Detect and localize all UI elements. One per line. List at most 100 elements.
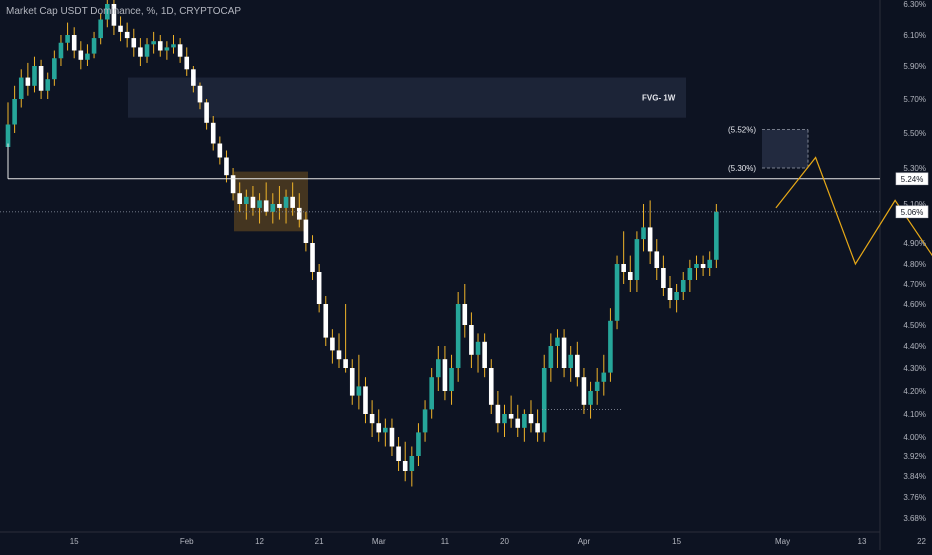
candle[interactable] — [694, 255, 699, 280]
candle[interactable] — [436, 346, 441, 391]
candle[interactable] — [343, 304, 348, 373]
candle[interactable] — [555, 329, 560, 368]
candle[interactable] — [151, 31, 156, 54]
candle[interactable] — [687, 259, 693, 292]
candle[interactable] — [680, 272, 686, 300]
candle[interactable] — [389, 418, 395, 456]
candle[interactable] — [449, 354, 454, 405]
candle[interactable] — [422, 400, 428, 442]
candle[interactable] — [561, 329, 567, 378]
candle[interactable] — [402, 441, 408, 482]
target-box[interactable] — [762, 129, 808, 168]
candle[interactable] — [124, 22, 130, 48]
candle[interactable] — [184, 47, 190, 76]
candle[interactable] — [323, 296, 329, 346]
candle[interactable] — [548, 333, 554, 382]
candle[interactable] — [177, 38, 183, 63]
candle[interactable] — [515, 404, 521, 437]
candle[interactable] — [65, 22, 70, 51]
candle[interactable] — [25, 62, 31, 96]
candle[interactable] — [581, 368, 587, 414]
candle[interactable] — [528, 400, 534, 433]
candle[interactable] — [18, 69, 24, 108]
candle[interactable] — [303, 211, 309, 252]
candle[interactable] — [363, 377, 368, 424]
candle[interactable] — [594, 368, 600, 405]
candle[interactable] — [621, 231, 626, 284]
candle[interactable] — [270, 193, 276, 224]
candle[interactable] — [396, 437, 401, 471]
candle[interactable] — [654, 239, 660, 280]
candle[interactable] — [608, 308, 613, 382]
candle[interactable] — [495, 391, 501, 433]
candle[interactable] — [601, 354, 607, 396]
candle[interactable] — [442, 346, 448, 401]
candle[interactable] — [575, 341, 580, 387]
candle[interactable] — [85, 44, 90, 66]
candle[interactable] — [171, 35, 176, 54]
candle[interactable] — [714, 204, 719, 268]
candle[interactable] — [369, 400, 375, 437]
candle[interactable] — [244, 189, 249, 220]
candle[interactable] — [45, 72, 51, 99]
candle[interactable] — [707, 251, 713, 276]
candle[interactable] — [12, 85, 17, 133]
candle[interactable] — [416, 423, 421, 466]
candle[interactable] — [257, 193, 262, 224]
candle[interactable] — [296, 193, 302, 228]
candle[interactable] — [488, 359, 494, 414]
candle[interactable] — [52, 50, 57, 86]
candle[interactable] — [667, 276, 673, 309]
candle[interactable] — [310, 235, 315, 280]
candle[interactable] — [78, 41, 84, 70]
candle[interactable] — [376, 409, 382, 442]
candle[interactable] — [641, 204, 646, 252]
candle[interactable] — [38, 59, 44, 99]
candle[interactable] — [250, 186, 256, 216]
candle[interactable] — [647, 200, 653, 264]
price-badge[interactable] — [895, 205, 929, 219]
candle[interactable] — [349, 359, 355, 405]
candle[interactable] — [105, 0, 110, 28]
candle[interactable] — [568, 346, 573, 382]
candle[interactable] — [157, 35, 163, 57]
price-axis[interactable] — [880, 0, 932, 550]
candle[interactable] — [197, 82, 203, 110]
candle[interactable] — [118, 16, 123, 42]
candle[interactable] — [455, 292, 461, 382]
candle[interactable] — [336, 333, 342, 368]
candle[interactable] — [237, 182, 242, 212]
candle[interactable] — [429, 368, 434, 419]
candle[interactable] — [674, 284, 679, 313]
candle[interactable] — [541, 354, 547, 442]
candle[interactable] — [191, 66, 196, 93]
candle[interactable] — [131, 28, 137, 57]
candle[interactable] — [634, 231, 640, 292]
fvg-zone[interactable] — [128, 77, 686, 118]
candle[interactable] — [290, 182, 295, 216]
candle[interactable] — [475, 333, 481, 373]
candle[interactable] — [263, 182, 269, 216]
candle[interactable] — [32, 56, 37, 93]
projection-path[interactable] — [775, 156, 932, 309]
candle[interactable] — [71, 27, 77, 59]
candle[interactable] — [502, 404, 507, 437]
candle[interactable] — [409, 446, 415, 487]
candle[interactable] — [224, 150, 229, 183]
candle[interactable] — [535, 409, 540, 442]
candle[interactable] — [700, 255, 706, 276]
candle[interactable] — [661, 255, 666, 296]
candle[interactable] — [383, 418, 388, 447]
candle[interactable] — [508, 395, 514, 428]
candle[interactable] — [356, 354, 362, 410]
candle[interactable] — [58, 35, 64, 66]
candle[interactable] — [91, 31, 97, 59]
candle[interactable] — [138, 38, 143, 66]
candle[interactable] — [277, 186, 282, 220]
candle[interactable] — [283, 189, 289, 224]
candle[interactable] — [230, 168, 236, 201]
candle[interactable] — [204, 99, 209, 130]
candle[interactable] — [614, 255, 620, 330]
